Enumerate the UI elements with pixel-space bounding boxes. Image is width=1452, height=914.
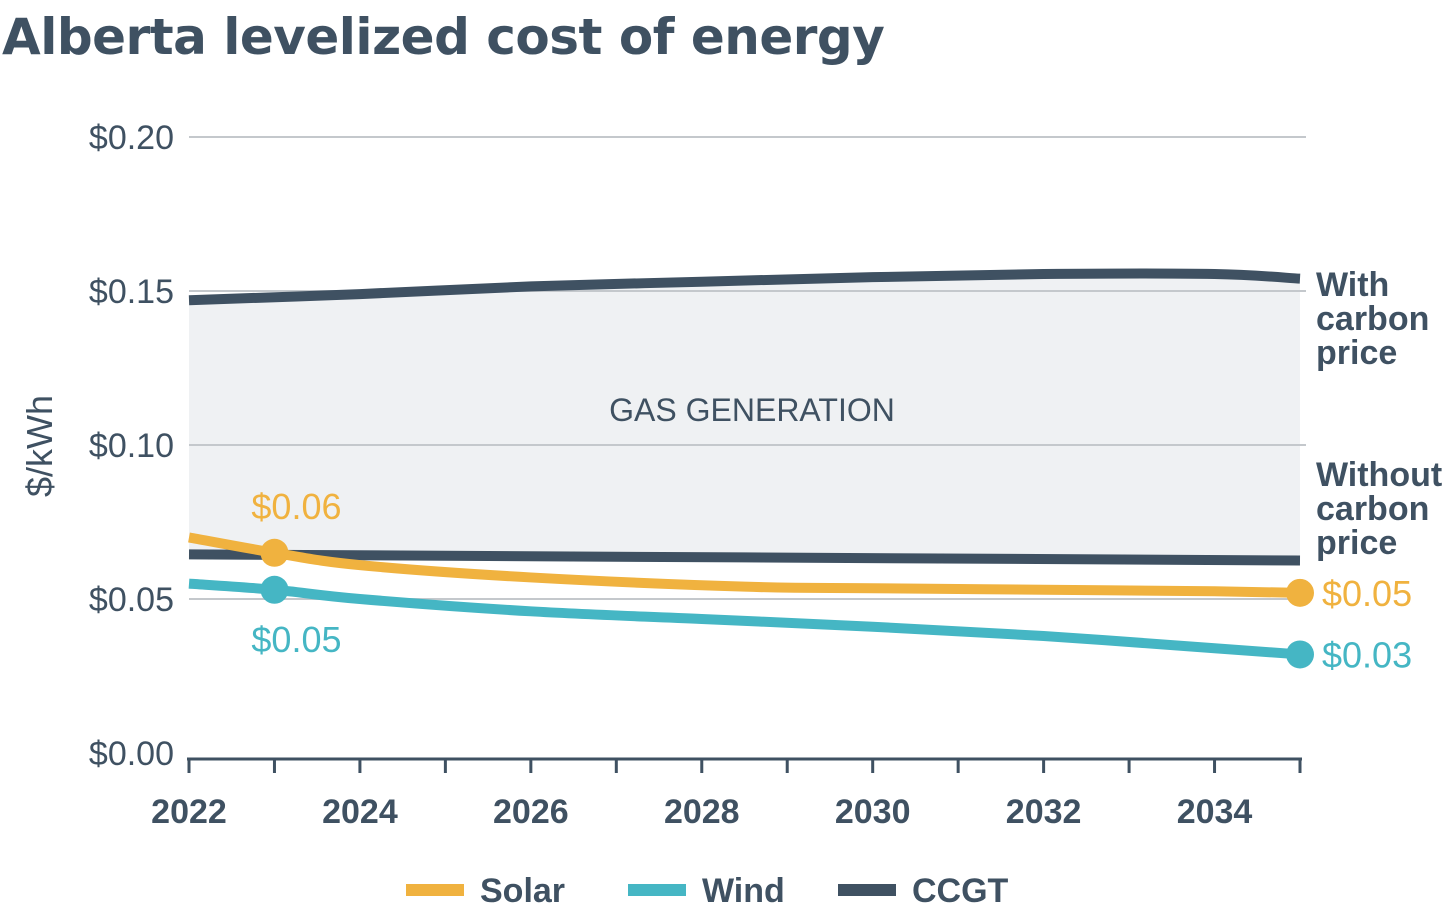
- y-axis-ticks: $0.00 $0.05 $0.10 $0.15 $0.20: [89, 119, 174, 773]
- data-points: [260, 538, 1314, 669]
- line-label-line: carbon: [1316, 490, 1429, 528]
- data-point-wind: [1286, 640, 1314, 669]
- data-point-wind: [260, 575, 289, 604]
- x-tick-label: 2022: [151, 793, 227, 831]
- data-label: $0.06: [251, 486, 341, 527]
- y-tick-label: $0.15: [89, 273, 174, 311]
- y-tick-label: $0.05: [89, 581, 174, 619]
- x-tick-label: 2024: [322, 793, 398, 831]
- data-label: $0.05: [251, 619, 341, 660]
- legend-label: Wind: [702, 872, 785, 910]
- x-tick-label: 2034: [1177, 793, 1253, 831]
- line-label-line: Without: [1316, 456, 1442, 494]
- line-label: With carbon price: [1316, 266, 1429, 372]
- x-tick-label: 2032: [1006, 793, 1082, 831]
- series-line-ccgt-without-carbon-price: [188, 549, 1301, 566]
- line-label-line: carbon: [1316, 300, 1429, 338]
- data-point-solar: [1286, 578, 1314, 607]
- data-point-solar: [260, 538, 289, 567]
- line-label: Without carbon price: [1316, 456, 1442, 562]
- legend-swatch-wind: [628, 884, 686, 896]
- legend: Solar Wind CCGT: [406, 872, 1009, 910]
- gas-generation-region: [189, 273, 1300, 561]
- x-axis: 2022 2024 2026 2028 2030 2032 2034: [151, 757, 1302, 831]
- x-tick-label: 2026: [493, 793, 569, 831]
- y-tick-label: $0.20: [89, 119, 174, 157]
- chart-title: Alberta levelized cost of energy: [2, 8, 885, 66]
- line-label-line: price: [1316, 334, 1397, 372]
- data-label: $0.05: [1322, 573, 1412, 614]
- y-axis-label: $/kWh: [19, 395, 60, 497]
- y-tick-label: $0.00: [89, 735, 174, 773]
- legend-swatch-ccgt: [838, 884, 896, 896]
- line-label-line: price: [1316, 524, 1397, 562]
- gas-generation-fill: [189, 273, 1300, 561]
- series-lines: [188, 268, 1301, 660]
- legend-label: CCGT: [912, 872, 1009, 910]
- series-line-wind: [188, 578, 1301, 660]
- region-label: GAS GENERATION: [609, 392, 895, 428]
- legend-label: Solar: [480, 872, 565, 910]
- legend-swatch-solar: [406, 884, 464, 896]
- line-label-line: With: [1316, 266, 1389, 304]
- y-tick-label: $0.10: [89, 427, 174, 465]
- data-label: $0.03: [1322, 634, 1412, 675]
- x-tick-label: 2028: [664, 793, 740, 831]
- series-line-solar: [188, 532, 1301, 598]
- x-tick-label: 2030: [835, 793, 911, 831]
- series-line-ccgt-with-carbon-price: [188, 268, 1301, 306]
